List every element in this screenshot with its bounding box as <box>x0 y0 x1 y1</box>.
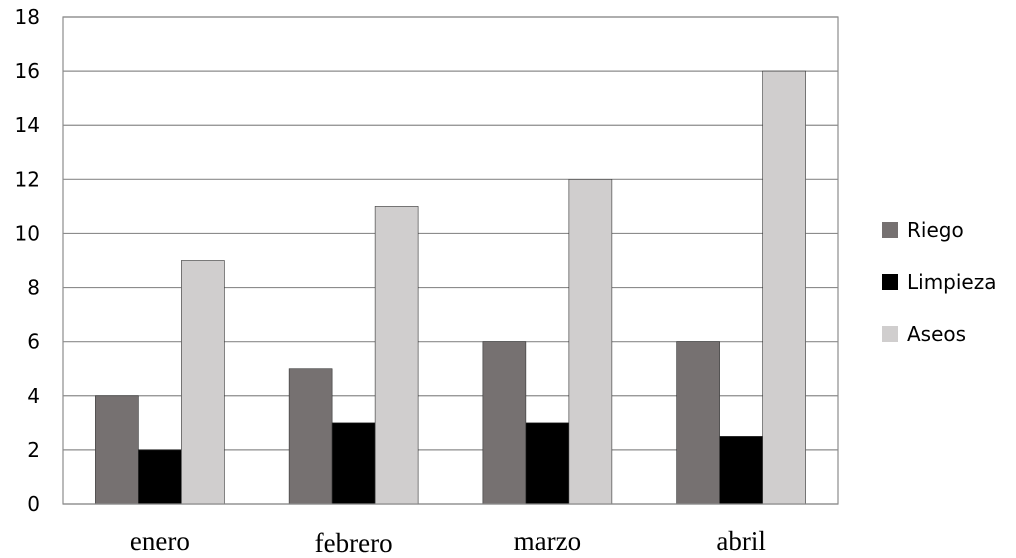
bar-limpieza-marzo <box>525 422 570 505</box>
bar-aseos-abril <box>762 70 806 505</box>
bar-limpieza-enero <box>138 449 182 505</box>
legend: Riego Limpieza Aseos <box>882 218 997 346</box>
bar-limpieza-febrero <box>331 422 376 505</box>
y-tick-label: 14 <box>15 113 40 137</box>
bar-aseos-enero <box>181 260 225 505</box>
y-axis-ticks: 0 2 4 6 8 10 12 14 16 18 <box>15 5 40 516</box>
bars <box>95 70 806 505</box>
y-tick-label: 4 <box>27 384 40 408</box>
x-tick-label: abril <box>716 526 765 556</box>
y-tick-label: 16 <box>15 59 40 83</box>
x-tick-label: marzo <box>514 526 581 556</box>
legend-swatch-aseos <box>882 326 898 342</box>
y-tick-label: 18 <box>15 5 40 29</box>
y-tick-label: 12 <box>15 167 40 191</box>
x-tick-label: enero <box>130 526 190 556</box>
bar-riego-enero <box>95 395 139 505</box>
y-tick-label: 2 <box>27 438 40 462</box>
legend-label: Limpieza <box>907 270 997 294</box>
bar-riego-abril <box>676 341 720 505</box>
x-axis-ticks: enero febrero marzo abril <box>130 526 766 558</box>
legend-swatch-limpieza <box>882 274 898 290</box>
bar-riego-febrero <box>288 368 333 505</box>
bar-limpieza-abril <box>719 436 763 505</box>
y-tick-label: 8 <box>27 276 40 300</box>
gridlines <box>63 16 838 505</box>
legend-label: Aseos <box>907 322 966 346</box>
legend-swatch-riego <box>882 222 898 238</box>
y-tick-label: 6 <box>27 330 40 354</box>
x-tick-label: febrero <box>315 528 393 558</box>
bar-aseos-marzo <box>568 179 613 505</box>
plot-frame <box>62 16 839 505</box>
y-tick-label: 10 <box>15 221 40 245</box>
y-tick-label: 0 <box>27 492 40 516</box>
legend-label: Riego <box>907 218 964 242</box>
bar-riego-marzo <box>482 341 527 505</box>
bar-aseos-febrero <box>374 206 419 505</box>
